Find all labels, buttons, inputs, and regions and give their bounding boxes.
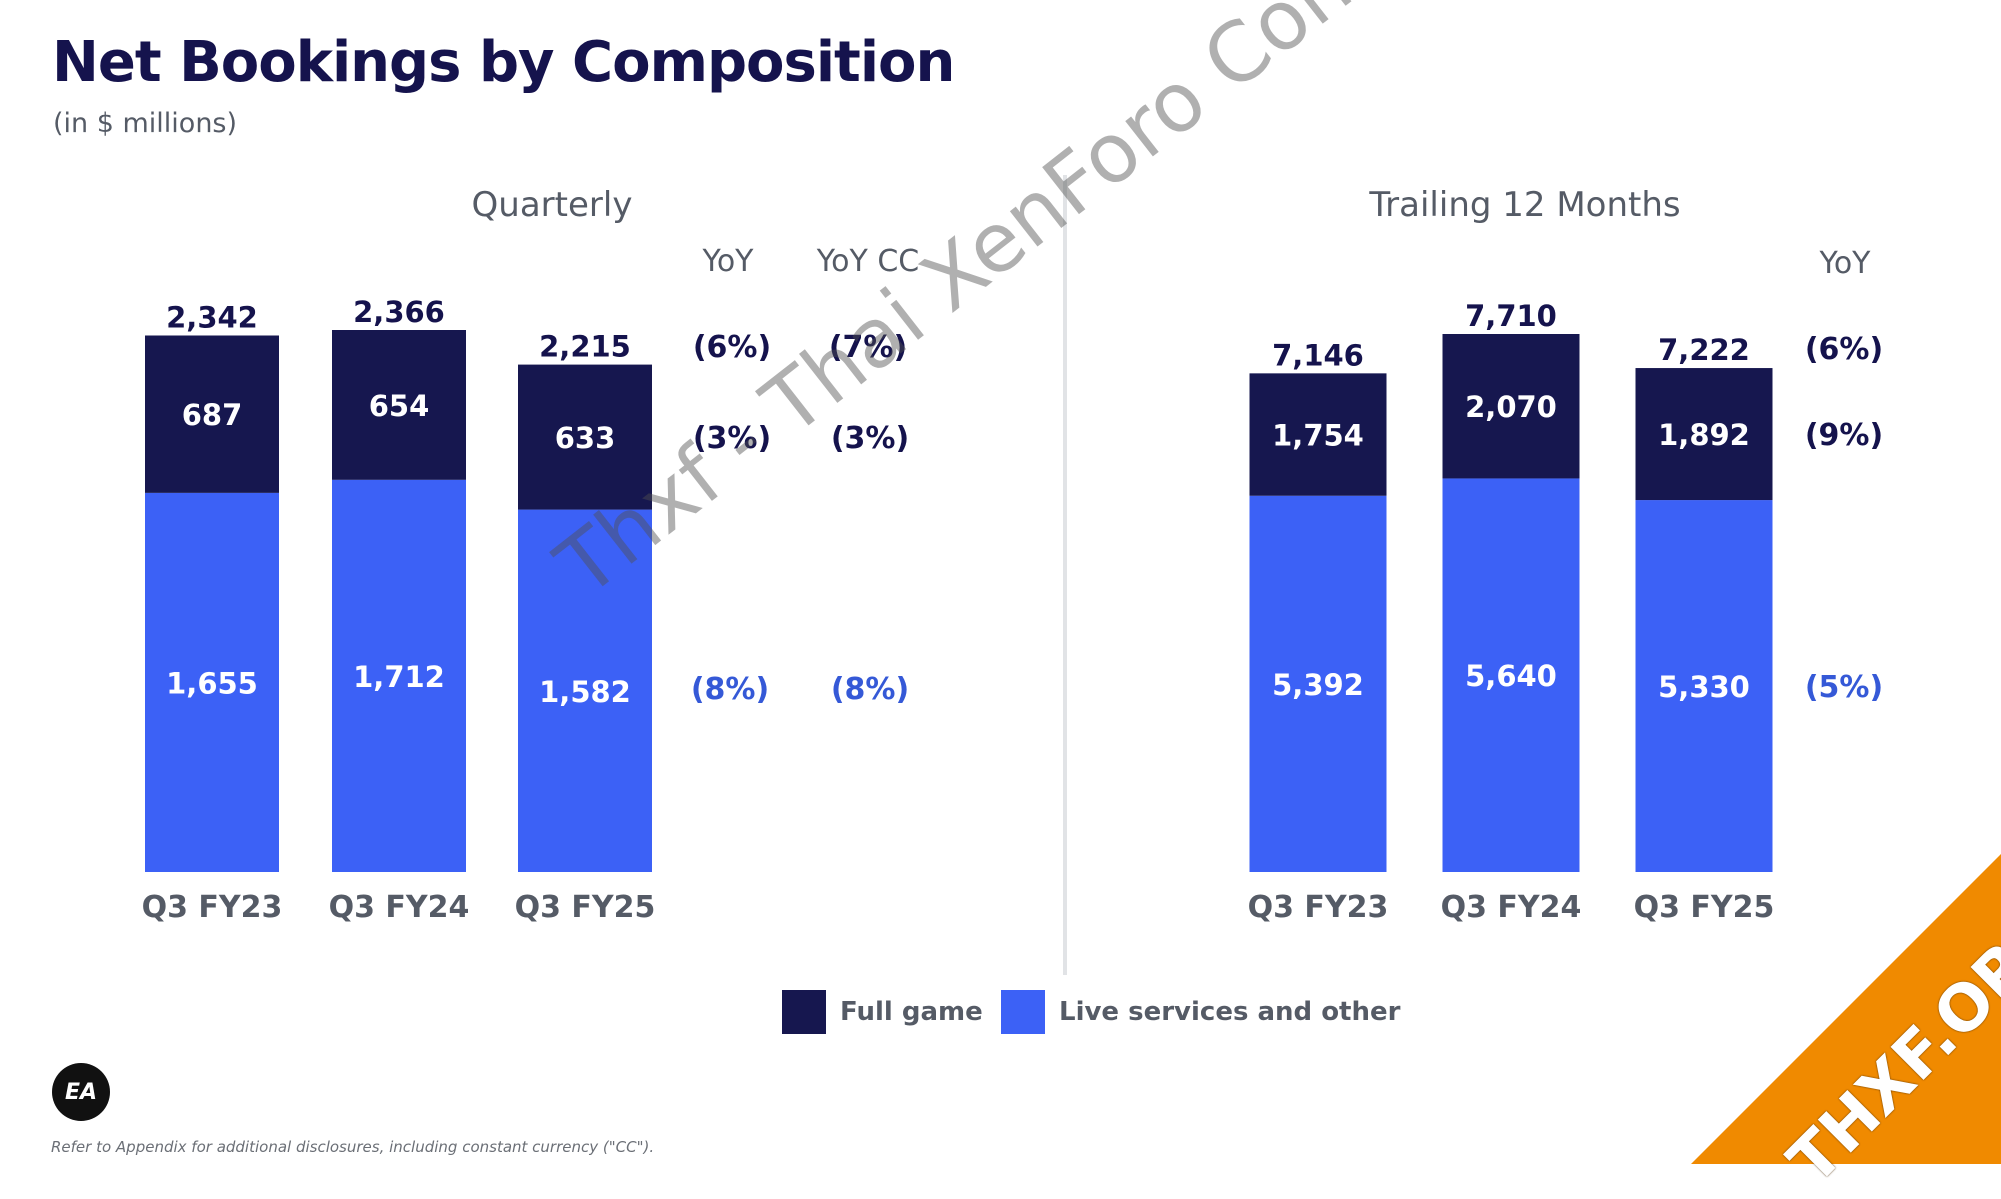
ttm-category-label: Q3 FY23	[1248, 890, 1389, 925]
page-subtitle: (in $ millions)	[53, 108, 238, 139]
page-title: Net Bookings by Composition	[52, 30, 955, 95]
ttm-bar-full-game	[1635, 368, 1773, 501]
legend-live-services: Live services and other	[1001, 990, 1400, 1034]
legend-label-live-services: Live services and other	[1059, 997, 1401, 1027]
legend-full-game: Full game	[782, 990, 983, 1034]
quarterly-category-label: Q3 FY24	[329, 890, 470, 925]
ttm-label-live-services: 5,330	[1658, 670, 1750, 704]
ea-logo-text: EA	[64, 1079, 98, 1105]
legend-swatch-full-game	[782, 990, 826, 1034]
quarterly-bar-live-services	[332, 479, 466, 872]
quarterly-section-title: Quarterly	[471, 185, 633, 225]
ttm-label-total: 7,222	[1658, 333, 1750, 367]
ttm-bar-live-services	[1635, 500, 1773, 872]
charts-canvas: 1,655 687 2,342 Q3 FY23 1,712 654 2,366 Q3 FY24…	[142, 295, 1775, 925]
ttm-label-full-game: 1,892	[1658, 418, 1750, 452]
ttm-label-live-services: 5,640	[1465, 659, 1557, 693]
quarterly-yoy-cc-full-game: (3%)	[830, 421, 910, 456]
ttm-label-total: 7,710	[1465, 299, 1557, 333]
legend-swatch-live-services	[1001, 990, 1045, 1034]
quarterly-chart: 1,655 687 2,342 Q3 FY23 1,712 654 2,366 Q3 FY24…	[142, 295, 656, 925]
footnote: Refer to Appendix for additional disclos…	[51, 1138, 655, 1156]
ttm-chart: 5,392 1,754 7,146 Q3 FY23 5,640 2,070 7,710 Q3 …	[1248, 299, 1775, 925]
ttm-bar-full-game	[1442, 334, 1580, 479]
ttm-yoy-live-services: (5%)	[1804, 670, 1884, 705]
quarterly-yoy-cc-header: YoY CC	[816, 244, 920, 279]
ttm-section-title: Trailing 12 Months	[1369, 185, 1681, 225]
quarterly-label-total: 2,366	[353, 295, 445, 329]
quarterly-bar-full-game	[518, 364, 652, 510]
quarterly-label-total: 2,342	[166, 300, 258, 334]
quarterly-bar-full-game	[145, 335, 279, 493]
quarterly-yoy-live-services: (8%)	[690, 672, 770, 707]
quarterly-label-live-services: 1,582	[539, 675, 631, 709]
quarterly-bar-live-services	[145, 492, 279, 872]
section-divider	[1063, 175, 1067, 975]
quarterly-bar-live-services	[518, 509, 652, 872]
ttm-label-full-game: 1,754	[1272, 419, 1364, 453]
ttm-label-total: 7,146	[1272, 338, 1364, 372]
ttm-bar-full-game	[1249, 373, 1387, 496]
quarterly-yoy-total: (6%)	[692, 330, 772, 365]
quarterly-category-label: Q3 FY25	[515, 890, 656, 925]
legend-label-full-game: Full game	[840, 997, 983, 1027]
quarterly-yoy-header: YoY	[702, 244, 754, 279]
ttm-yoy-header: YoY	[1819, 246, 1871, 281]
ttm-category-label: Q3 FY24	[1441, 890, 1582, 925]
ttm-label-live-services: 5,392	[1272, 668, 1364, 702]
quarterly-label-full-game: 654	[369, 389, 430, 423]
quarterly-yoy-full-game: (3%)	[692, 421, 772, 456]
quarterly-label-full-game: 633	[555, 421, 616, 455]
ttm-yoy-full-game: (9%)	[1804, 418, 1884, 453]
ttm-label-full-game: 2,070	[1465, 390, 1557, 424]
ttm-bar-live-services	[1442, 478, 1580, 872]
quarterly-label-live-services: 1,712	[353, 660, 445, 694]
quarterly-label-total: 2,215	[539, 330, 631, 364]
quarterly-bar-full-game	[332, 330, 466, 480]
quarterly-yoy-cc-live-services: (8%)	[830, 672, 910, 707]
ea-logo: EA	[52, 1063, 110, 1121]
quarterly-label-full-game: 687	[182, 398, 243, 432]
quarterly-label-live-services: 1,655	[166, 666, 258, 700]
corner-badge	[1691, 854, 2001, 1164]
quarterly-yoy-cc-total: (7%)	[828, 330, 908, 365]
ttm-bar-live-services	[1249, 495, 1387, 872]
ttm-yoy-total: (6%)	[1804, 332, 1884, 367]
quarterly-category-label: Q3 FY23	[142, 890, 283, 925]
